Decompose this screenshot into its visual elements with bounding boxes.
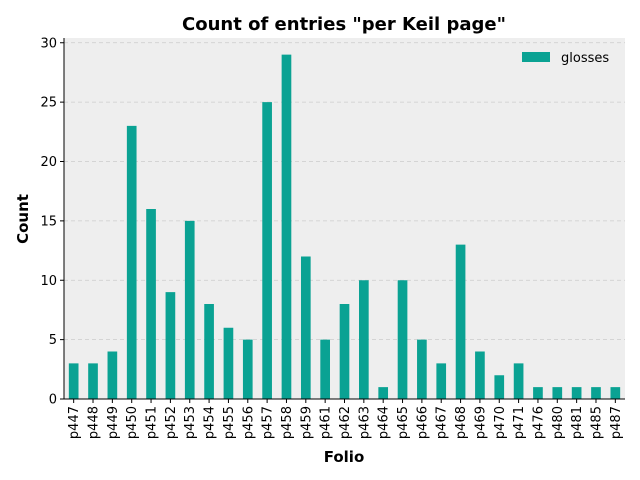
x-tick-label: p459 <box>299 406 314 439</box>
x-tick-label: p450 <box>125 406 140 439</box>
x-tick-label: p485 <box>589 406 604 439</box>
bar-p476 <box>533 387 543 399</box>
bar-p459 <box>300 256 311 399</box>
bar-p456 <box>242 339 253 399</box>
bar-p470 <box>494 375 505 399</box>
x-ticks: p447 p448 p449 p450 p451 p452 p453 p454 p455 p456… <box>67 399 624 439</box>
y-tick-label: 30 <box>40 36 57 51</box>
bar-p451 <box>146 209 156 399</box>
bar-p487 <box>610 387 621 399</box>
bar-p481 <box>571 387 582 399</box>
bar-p454 <box>204 304 214 399</box>
y-ticks: 0 5 10 15 20 25 30 <box>40 36 64 408</box>
x-tick-label: p467 <box>435 406 450 439</box>
x-tick-label: p465 <box>396 406 411 439</box>
x-tick-label: p470 <box>493 406 508 439</box>
bar-p447 <box>68 363 79 399</box>
bar-p450 <box>126 125 137 399</box>
x-tick-label: p454 <box>203 406 218 439</box>
y-tick-label: 10 <box>40 274 57 289</box>
x-tick-label: p455 <box>222 406 237 439</box>
legend-label: glosses <box>561 51 609 66</box>
bar-p467 <box>436 363 447 399</box>
x-tick-label: p453 <box>183 406 198 439</box>
bar-p469 <box>475 351 485 399</box>
y-tick-label: 25 <box>40 96 57 111</box>
legend-swatch <box>522 52 550 62</box>
bar-p449 <box>107 351 118 399</box>
bar-p458 <box>281 54 292 399</box>
y-tick-label: 20 <box>40 155 57 170</box>
bar-p462 <box>339 304 350 399</box>
x-tick-label: p476 <box>531 406 546 439</box>
x-axis-label: Folio <box>324 448 365 466</box>
bar-p453 <box>184 220 195 399</box>
x-tick-label: p456 <box>241 406 256 439</box>
bar-p464 <box>378 387 389 399</box>
bar-p468 <box>455 244 466 399</box>
x-tick-label: p487 <box>609 406 624 439</box>
x-tick-label: p464 <box>377 406 392 439</box>
x-tick-label: p451 <box>145 406 160 439</box>
x-tick-label: p481 <box>570 406 585 439</box>
x-tick-label: p471 <box>512 406 527 439</box>
x-tick-label: p449 <box>106 406 121 439</box>
bar-p461 <box>320 339 330 399</box>
bar-p471 <box>513 363 524 399</box>
legend: glosses <box>522 51 609 66</box>
y-tick-label: 0 <box>49 393 57 408</box>
y-tick-label: 15 <box>40 214 57 229</box>
bar-p466 <box>417 339 427 399</box>
bar-p452 <box>165 292 176 399</box>
grid-lines <box>64 42 625 341</box>
bar-p455 <box>223 327 234 399</box>
y-axis-label: Count <box>14 194 32 244</box>
x-tick-label: p447 <box>67 406 82 439</box>
x-tick-label: p469 <box>473 406 488 439</box>
bar-p463 <box>359 280 369 399</box>
x-tick-label: p457 <box>261 406 276 439</box>
x-tick-label: p463 <box>357 406 372 439</box>
x-tick-label: p461 <box>319 406 334 439</box>
x-tick-label: p462 <box>338 406 353 439</box>
bars <box>68 54 621 399</box>
chart-title: Count of entries "per Keil page" <box>182 14 506 35</box>
x-tick-label: p452 <box>164 406 179 439</box>
x-tick-label: p480 <box>551 406 566 439</box>
bar-p448 <box>88 363 98 399</box>
bar-p465 <box>397 280 408 399</box>
x-tick-label: p468 <box>454 406 469 439</box>
x-tick-label: p466 <box>415 406 430 439</box>
bar-p485 <box>591 387 601 399</box>
bar-p457 <box>262 102 272 399</box>
x-tick-label: p458 <box>280 406 295 439</box>
x-tick-label: p448 <box>87 406 102 439</box>
y-tick-label: 5 <box>49 333 57 348</box>
bar-p480 <box>552 387 563 399</box>
